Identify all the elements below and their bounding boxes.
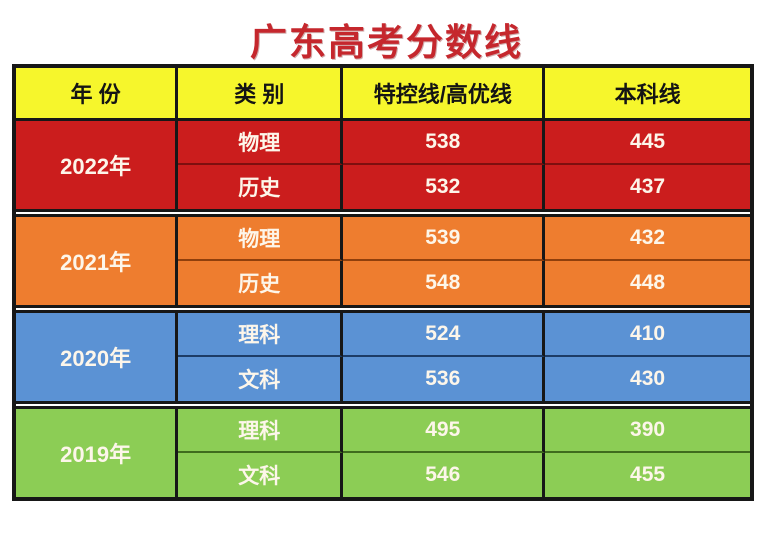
year-group-2022: 2022年 物理 538 445 历史 532 437: [16, 121, 750, 212]
category-cell: 物理: [178, 121, 344, 165]
category-cell: 物理: [178, 217, 344, 261]
special-line-cell: 546: [343, 453, 546, 497]
special-line-cell: 538: [343, 121, 546, 165]
special-line-cell: 495: [343, 409, 546, 453]
year-cell: 2021年: [16, 217, 179, 305]
special-line-cell: 524: [343, 313, 546, 357]
undergrad-line-cell: 445: [545, 121, 750, 165]
special-line-cell: 536: [343, 357, 546, 401]
undergrad-line-cell: 432: [545, 217, 750, 261]
header-year: 年 份: [16, 68, 179, 118]
undergrad-line-cell: 410: [545, 313, 750, 357]
year-cell: 2019年: [16, 409, 179, 497]
category-cell: 文科: [178, 357, 344, 401]
category-cell: 文科: [178, 453, 344, 497]
table-header-row: 年 份 类 别 特控线/高优线 本科线: [16, 68, 750, 121]
score-table: 年 份 类 别 特控线/高优线 本科线 2022年 物理 538 445 历史 …: [12, 64, 754, 501]
special-line-cell: 532: [343, 165, 546, 209]
year-cell: 2020年: [16, 313, 179, 401]
undergrad-line-cell: 430: [630, 367, 666, 390]
category-cell: 历史: [178, 165, 344, 209]
special-line-cell: 539: [343, 217, 546, 261]
undergrad-line-cell: 455: [630, 463, 666, 486]
category-cell: 历史: [178, 261, 344, 305]
year-cell: 2022年: [16, 121, 179, 209]
special-line-cell: 548: [343, 261, 546, 305]
header-category: 类 别: [178, 68, 344, 118]
undergrad-line-cell: 437: [630, 175, 666, 198]
year-group-2019: 2019年 理科 495 390 文科 546 455: [16, 406, 750, 497]
year-group-2020: 2020年 理科 524 410 文科 536 430: [16, 310, 750, 404]
header-undergrad-line: 本科线: [614, 82, 681, 107]
undergrad-line-cell: 390: [545, 409, 750, 453]
header-special-line: 特控线/高优线: [343, 68, 546, 118]
page-title: 广东高考分数线: [250, 22, 523, 63]
undergrad-line-cell: 448: [630, 271, 666, 294]
year-group-2021: 2021年 物理 539 432 历史 548 448: [16, 214, 750, 308]
category-cell: 理科: [178, 409, 344, 453]
category-cell: 理科: [178, 313, 344, 357]
